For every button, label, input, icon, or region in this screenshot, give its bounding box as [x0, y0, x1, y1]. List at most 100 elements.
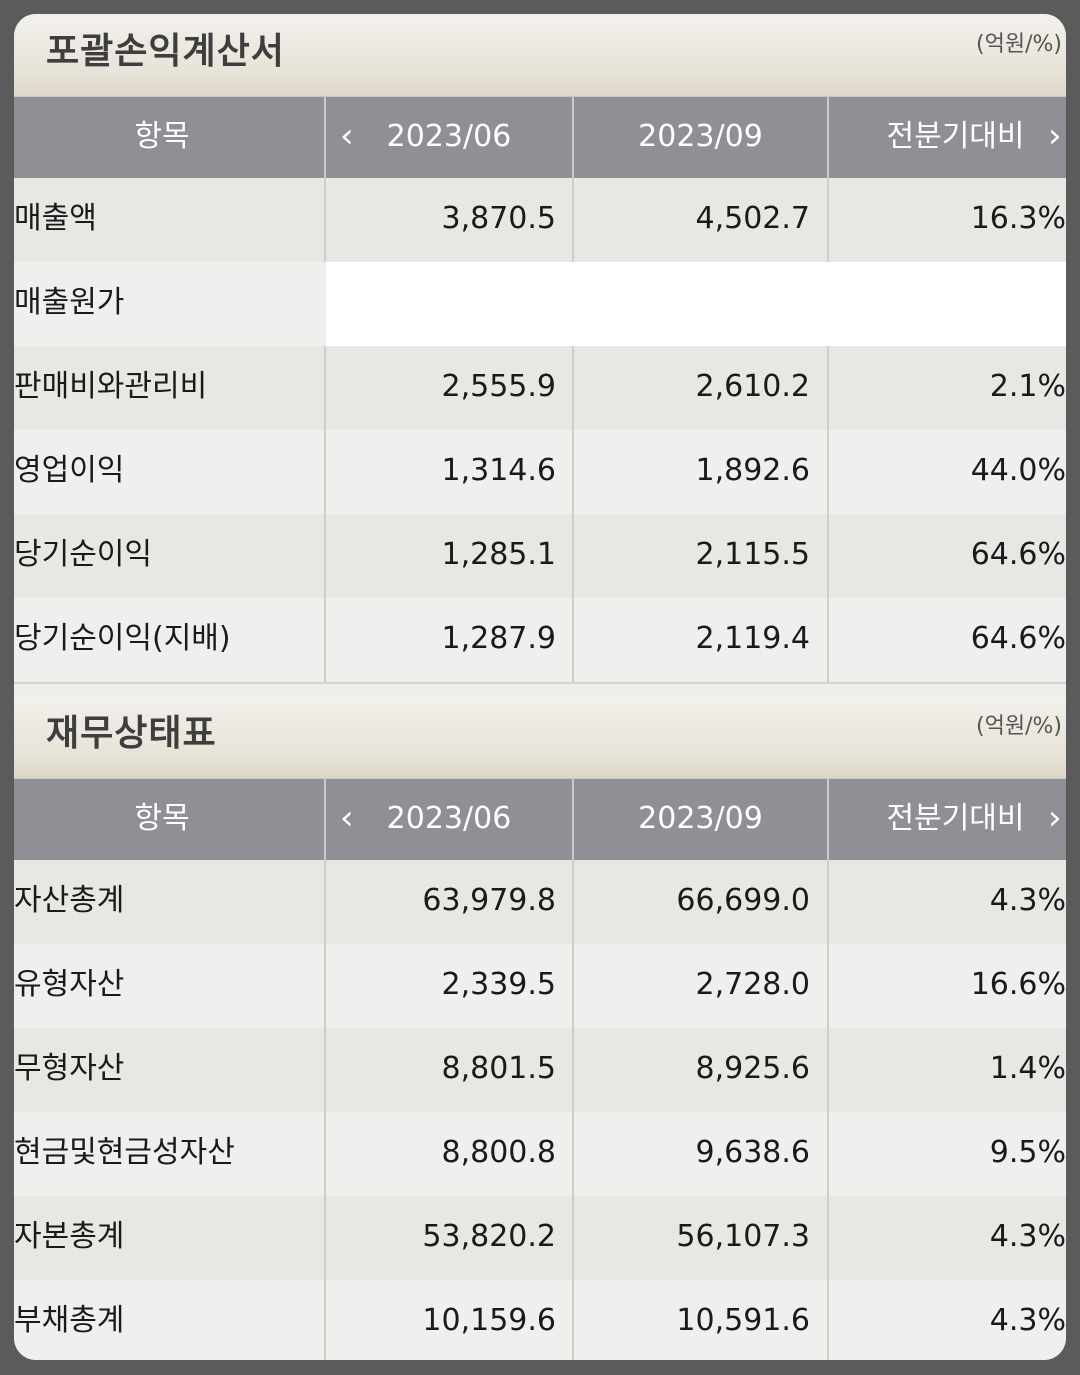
column-divider	[324, 860, 326, 944]
column-divider	[324, 944, 326, 1028]
column-divider	[324, 598, 326, 682]
column-divider	[572, 944, 574, 1028]
column-divider	[324, 1196, 326, 1280]
value-qoq: 16.3%	[970, 201, 1066, 236]
table-row[interactable]: 당기순이익 1,285.1 2,115.5 64.6%	[14, 514, 1066, 600]
header-col-2023-09: 2023/09	[572, 97, 827, 179]
table-row[interactable]: 무형자산 8,801.5 8,925.6 1.4%	[14, 1028, 1066, 1114]
table-row[interactable]: 판매비와관리비 2,555.9 2,610.2 2.1%	[14, 346, 1066, 432]
value-2023-06: 53,820.2	[422, 1219, 556, 1254]
column-divider	[572, 430, 574, 514]
column-divider	[324, 514, 326, 598]
column-divider	[324, 346, 326, 430]
income-statement-header: 포괄손익계산서 (억원/%)	[14, 14, 1066, 96]
header-col-2023-06-label: 2023/06	[386, 801, 512, 836]
column-divider	[572, 1196, 574, 1280]
column-divider	[324, 1028, 326, 1112]
table-row[interactable]: 부채총계 10,159.6 10,591.6 4.3%	[14, 1280, 1066, 1360]
value-2023-09: 2,119.4	[695, 621, 810, 656]
value-qoq: 4.3%	[989, 883, 1066, 918]
table-row[interactable]: 자본총계 53,820.2 56,107.3 4.3%	[14, 1196, 1066, 1282]
value-2023-06: 1,285.1	[441, 537, 556, 572]
table-row[interactable]: 매출액 3,870.5 4,502.7 16.3%	[14, 178, 1066, 264]
income-statement-unit: (억원/%)	[976, 32, 1062, 57]
financial-card: 포괄손익계산서 (억원/%) 항목 ‹ 2023/06 2023/09 전분기대…	[14, 14, 1066, 1360]
table-row[interactable]: 자산총계 63,979.8 66,699.0 4.3%	[14, 860, 1066, 946]
header-col-2023-09: 2023/09	[572, 779, 827, 861]
chevron-right-icon[interactable]: ›	[1048, 798, 1062, 838]
header-col-qoq: 전분기대비	[827, 97, 1066, 179]
column-divider	[827, 346, 829, 430]
header-col-2023-06: 2023/06	[324, 779, 572, 861]
column-divider	[827, 514, 829, 598]
balance-sheet-unit: (억원/%)	[976, 714, 1062, 739]
row-label: 영업이익	[14, 453, 125, 488]
column-divider	[827, 178, 829, 262]
column-divider	[324, 1280, 326, 1360]
column-divider	[572, 178, 574, 262]
value-2023-06: 8,801.5	[441, 1051, 556, 1086]
header-col-2023-06-label: 2023/06	[386, 119, 512, 154]
header-col-2023-06: 2023/06	[324, 97, 572, 179]
value-2023-09: 2,115.5	[695, 537, 810, 572]
row-label: 매출액	[14, 201, 97, 236]
balance-sheet-header: 재무상태표 (억원/%)	[14, 696, 1066, 778]
value-2023-06: 3,870.5	[441, 201, 556, 236]
row-label: 당기순이익	[14, 537, 152, 572]
column-divider	[827, 1280, 829, 1360]
value-qoq: 4.3%	[989, 1303, 1066, 1338]
header-col-qoq-label: 전분기대비	[886, 119, 1025, 154]
row-label: 판매비와관리비	[14, 369, 208, 404]
row-label: 유형자산	[14, 967, 125, 1002]
row-label: 당기순이익(지배)	[14, 621, 231, 656]
value-2023-06: 1,314.6	[441, 453, 556, 488]
column-divider	[827, 944, 829, 1028]
empty-values	[326, 262, 1066, 348]
column-divider	[324, 430, 326, 514]
value-2023-06: 10,159.6	[422, 1303, 556, 1338]
chevron-right-icon[interactable]: ›	[1048, 116, 1062, 156]
value-qoq: 16.6%	[970, 967, 1066, 1002]
chevron-left-icon[interactable]: ‹	[340, 798, 354, 838]
income-statement-table-header: 항목 ‹ 2023/06 2023/09 전분기대비 ›	[14, 96, 1066, 181]
column-divider	[572, 598, 574, 682]
column-divider	[324, 178, 326, 262]
value-2023-09: 2,728.0	[695, 967, 810, 1002]
table-row[interactable]: 당기순이익(지배) 1,287.9 2,119.4 64.6%	[14, 598, 1066, 684]
column-divider	[572, 1028, 574, 1112]
value-2023-09: 56,107.3	[676, 1219, 810, 1254]
value-qoq: 64.6%	[970, 537, 1066, 572]
balance-sheet-table-header: 항목 ‹ 2023/06 2023/09 전분기대비 ›	[14, 778, 1066, 863]
table-row[interactable]: 매출원가	[14, 262, 1066, 348]
column-divider	[827, 430, 829, 514]
column-divider	[572, 860, 574, 944]
income-statement-title: 포괄손익계산서	[46, 31, 285, 72]
column-divider	[827, 1112, 829, 1196]
value-2023-06: 1,287.9	[441, 621, 556, 656]
column-divider	[827, 860, 829, 944]
header-col-qoq-label: 전분기대비	[886, 801, 1025, 836]
value-qoq: 9.5%	[989, 1135, 1066, 1170]
column-divider	[572, 1280, 574, 1360]
header-item: 항목	[134, 801, 190, 836]
header-col-qoq: 전분기대비	[827, 779, 1066, 861]
table-row[interactable]: 영업이익 1,314.6 1,892.6 44.0%	[14, 430, 1066, 516]
value-2023-06: 63,979.8	[422, 883, 556, 918]
value-2023-09: 2,610.2	[695, 369, 810, 404]
value-2023-09: 8,925.6	[695, 1051, 810, 1086]
value-qoq: 4.3%	[989, 1219, 1066, 1254]
chevron-left-icon[interactable]: ‹	[340, 116, 354, 156]
column-divider	[324, 1112, 326, 1196]
table-row[interactable]: 유형자산 2,339.5 2,728.0 16.6%	[14, 944, 1066, 1030]
column-divider	[572, 514, 574, 598]
value-qoq: 2.1%	[989, 369, 1066, 404]
table-row[interactable]: 현금및현금성자산 8,800.8 9,638.6 9.5%	[14, 1112, 1066, 1198]
value-qoq: 64.6%	[970, 621, 1066, 656]
balance-sheet-title: 재무상태표	[46, 713, 217, 754]
value-2023-09: 4,502.7	[695, 201, 810, 236]
column-divider	[572, 1112, 574, 1196]
value-qoq: 44.0%	[970, 453, 1066, 488]
column-divider	[827, 598, 829, 682]
value-2023-09: 66,699.0	[676, 883, 810, 918]
